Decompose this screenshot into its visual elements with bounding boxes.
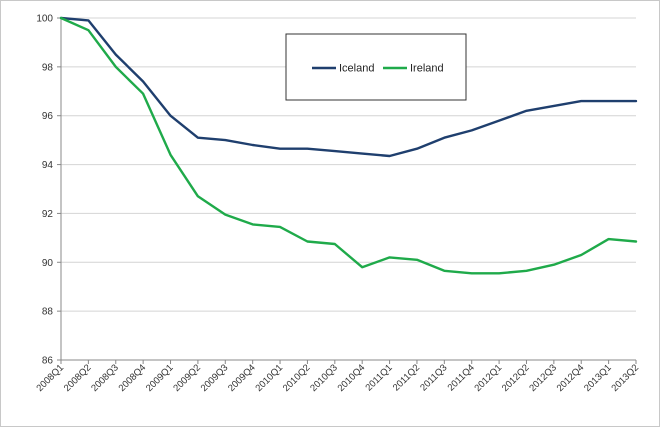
- y-tick-label: 88: [42, 307, 54, 318]
- y-tick-label: 98: [42, 62, 54, 73]
- axes: [57, 17, 637, 364]
- x-tick-label: 2012Q3: [527, 362, 559, 394]
- legend-label-iceland: Iceland: [339, 63, 374, 75]
- x-tick-label: 2010Q2: [281, 362, 313, 394]
- x-tick-label: 2008Q2: [62, 362, 94, 394]
- x-tick-label: 2011Q4: [446, 362, 477, 393]
- x-tick-label: 2009Q4: [226, 362, 258, 394]
- x-tick-label: 2008Q4: [117, 362, 149, 394]
- x-tick-label: 2012Q4: [555, 362, 587, 394]
- y-tick-labels: 86 88 90 92 94 96 98 100: [36, 14, 53, 367]
- x-tick-label: 2011Q1: [364, 362, 395, 393]
- y-tick-label: 86: [42, 356, 54, 367]
- x-tick-label: 2008Q1: [34, 362, 66, 394]
- x-tick-label: 2009Q1: [144, 362, 176, 394]
- x-tick-label: 2010Q4: [336, 362, 368, 394]
- x-tick-label: 2009Q2: [171, 362, 203, 394]
- x-tick-label: 2010Q3: [308, 362, 340, 394]
- y-tick-label: 94: [42, 160, 54, 171]
- x-tick-labels: 2008Q12008Q22008Q32008Q42009Q12009Q22009…: [34, 362, 641, 394]
- y-tick-label: 90: [42, 258, 54, 269]
- series-line-ireland: [59, 16, 638, 275]
- x-tick-label: 2013Q1: [582, 362, 614, 394]
- series-line-iceland: [59, 16, 638, 158]
- legend: Iceland Ireland: [285, 33, 467, 101]
- legend-label-ireland: Ireland: [410, 63, 444, 75]
- x-tick-label: 2012Q2: [500, 362, 532, 394]
- x-tick-label: 2011Q3: [418, 362, 449, 393]
- y-tick-label: 96: [42, 111, 54, 122]
- x-tick-label: 2009Q3: [199, 362, 231, 394]
- x-tick-label: 2013Q2: [609, 362, 641, 394]
- y-tick-label: 100: [36, 14, 53, 25]
- y-tick-label: 92: [42, 209, 54, 220]
- series-lines: [59, 16, 638, 275]
- x-tick-label: 2011Q2: [391, 362, 422, 393]
- gridlines: [61, 17, 636, 361]
- x-tick-label: 2008Q3: [89, 362, 121, 394]
- x-tick-label: 2010Q1: [253, 362, 285, 394]
- x-tick-label: 2012Q1: [473, 362, 505, 394]
